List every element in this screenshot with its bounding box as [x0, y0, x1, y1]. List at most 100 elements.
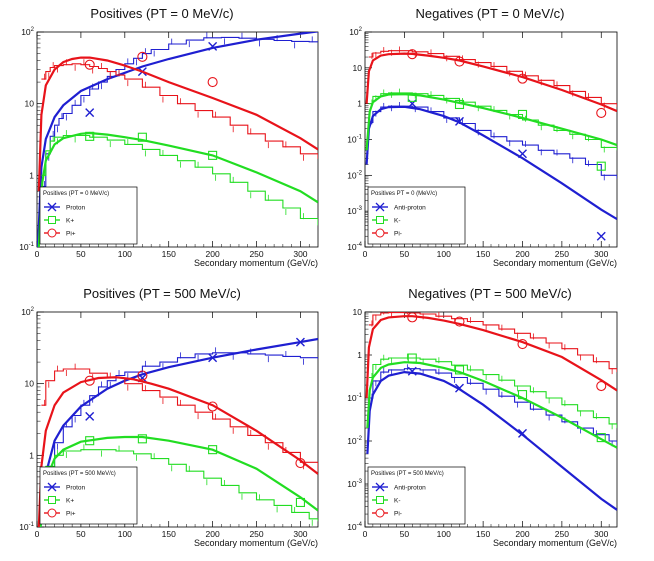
- plot-area: [37, 32, 318, 247]
- y-tick-label: 10-2: [347, 170, 362, 180]
- legend-marker-x: [47, 202, 57, 212]
- legend-title: Positives (PT = 0 MeV/c): [43, 191, 109, 197]
- marker-x: [596, 231, 606, 241]
- data-histogram-pi-: [368, 50, 617, 108]
- legend-entry-label: K+: [66, 498, 74, 505]
- x-tick-label: 150: [162, 529, 176, 539]
- chart-title: Positives (PT = 500 MeV/c): [83, 286, 241, 301]
- chart-title: Negatives (PT = 500 MeV/c): [408, 286, 571, 301]
- legend-entry-label: Pi+: [66, 231, 76, 238]
- marker-circle: [407, 312, 418, 323]
- marker-circle: [207, 401, 218, 412]
- marker-x: [455, 383, 464, 393]
- marker-circle: [295, 458, 306, 469]
- x-tick-label: 100: [437, 529, 451, 539]
- y-tick-label: 10-3: [347, 206, 362, 216]
- chart-title: Negatives (PT = 0 MeV/c): [416, 6, 565, 21]
- legend-entry-label: Proton: [66, 205, 86, 212]
- marker-x: [85, 411, 95, 421]
- fit-curve-pi+: [37, 56, 318, 192]
- legend-marker-square: [376, 216, 384, 224]
- legend-marker-x: [375, 202, 385, 212]
- x-tick-label: 50: [400, 249, 410, 259]
- legend-title: Positives (PT = 500 MeV/c): [371, 471, 444, 477]
- x-tick-label: 300: [293, 529, 307, 539]
- marker-circle: [517, 73, 528, 84]
- legend-marker-circle: [375, 508, 385, 518]
- panel-positives-pt500: Positives (PT = 500 MeV/c) 0 50 100 150 200 25…: [19, 286, 319, 548]
- x-tick-label: 250: [555, 249, 569, 259]
- x-axis-label: Secondary momentum (GeV/c): [493, 538, 617, 548]
- fit-curve-k-: [365, 92, 617, 151]
- x-tick-label: 200: [515, 249, 529, 259]
- x-tick-label: 250: [555, 529, 569, 539]
- data-histogram-pi-: [368, 312, 617, 373]
- x-tick-label: 200: [206, 529, 220, 539]
- data-histogram-k+: [41, 134, 318, 226]
- marker-square: [407, 353, 417, 363]
- fit-curve-pi+: [37, 376, 318, 527]
- x-tick-label: 0: [363, 249, 368, 259]
- marker-circle: [517, 338, 528, 350]
- marker-x: [295, 337, 305, 347]
- fit-curve-proton: [37, 32, 318, 247]
- marker-square: [85, 131, 95, 141]
- legend-marker-circle: [47, 508, 57, 518]
- x-tick-label: 50: [76, 529, 86, 539]
- y-tick-label: 10: [353, 307, 363, 317]
- data-histogram-anti-proton: [368, 368, 617, 446]
- data-histogram-pi+: [41, 63, 318, 159]
- marker-x: [208, 353, 218, 363]
- y-tick-label: 10: [353, 63, 363, 73]
- data-histogram-anti-proton: [368, 105, 617, 179]
- x-axis-label: Secondary momentum (GeV/c): [194, 258, 318, 268]
- x-tick-label: 150: [476, 529, 490, 539]
- x-tick-label: 150: [476, 249, 490, 259]
- x-axis-label: Secondary momentum (GeV/c): [194, 538, 318, 548]
- x-tick-label: 0: [363, 529, 368, 539]
- marker-circle: [137, 51, 148, 62]
- y-tick-label: 10: [25, 99, 35, 109]
- marker-circle: [84, 375, 95, 386]
- marker-circle: [454, 56, 465, 67]
- y-tick-label: 1: [29, 450, 34, 460]
- x-tick-label: 200: [206, 249, 220, 259]
- marker-x: [518, 428, 527, 438]
- data-histogram-proton: [45, 352, 318, 467]
- marker-x: [518, 149, 527, 159]
- legend-entry-label: Pi-: [394, 231, 402, 238]
- marker-square: [454, 365, 465, 375]
- marker-square: [208, 445, 218, 455]
- marker-square: [85, 436, 95, 446]
- x-tick-label: 300: [594, 529, 608, 539]
- fit-curve-k+: [39, 435, 318, 527]
- x-tick-label: 250: [249, 249, 263, 259]
- marker-square: [596, 433, 606, 443]
- fit-curve-k+: [37, 131, 318, 247]
- x-tick-label: 200: [515, 529, 529, 539]
- y-tick-label: 10-4: [347, 242, 362, 252]
- x-tick-label: 50: [400, 529, 410, 539]
- marker-circle: [596, 107, 607, 119]
- legend-title: Positives (PT = 500 MeV/c): [43, 471, 116, 477]
- panel-positives-pt0: Positives (PT = 0 MeV/c) 0 50 100 150 200 250 3…: [19, 6, 319, 268]
- marker-circle: [207, 77, 218, 88]
- legend-marker-circle: [375, 228, 385, 238]
- x-tick-label: 150: [162, 249, 176, 259]
- marker-circle: [137, 370, 148, 381]
- x-tick-label: 0: [35, 529, 40, 539]
- x-tick-label: 250: [249, 529, 263, 539]
- marker-square: [517, 109, 528, 120]
- y-tick-label: 10-1: [347, 135, 362, 145]
- marker-x: [407, 366, 417, 376]
- y-tick-label: 10-1: [347, 393, 362, 403]
- x-tick-label: 300: [293, 249, 307, 259]
- marker-square: [407, 92, 417, 102]
- legend-marker-circle: [47, 228, 57, 238]
- marker-square: [454, 99, 465, 110]
- plot-area: [37, 337, 318, 527]
- y-tick-label: 10-1: [19, 522, 34, 532]
- y-tick-label: 1: [357, 350, 362, 360]
- data-histogram-k+: [41, 449, 318, 522]
